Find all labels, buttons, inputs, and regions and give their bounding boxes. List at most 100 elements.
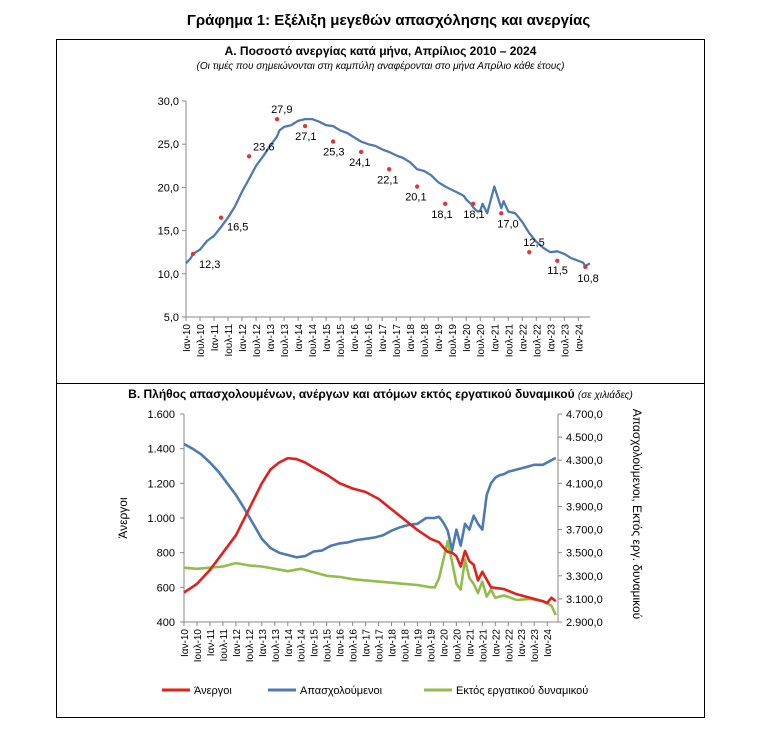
figure-frame: [56, 39, 705, 718]
data-label: 12,3: [199, 259, 220, 271]
legend-label: Άνεργοι: [194, 685, 232, 697]
april-point-marker: [527, 250, 532, 255]
y2-tick-label: 4.700,0: [566, 409, 603, 421]
y2-tick-label: 3.100,0: [566, 594, 603, 606]
april-point-marker: [414, 184, 420, 189]
april-point-marker: [218, 215, 224, 220]
x-tick-label: Ιαν-23: [546, 324, 557, 352]
y2-tick-label: 2.900,0: [566, 617, 603, 629]
x-tick-label: Ιουλ-14: [297, 629, 308, 663]
x-tick-label: Ιουλ-21: [478, 629, 489, 663]
data-label: 22,1: [377, 174, 398, 186]
data-label: 18,1: [431, 209, 452, 221]
data-label: 27,1: [295, 131, 316, 143]
y-tick-label: 5,0: [164, 312, 179, 324]
x-tick-label: Ιουλ-10: [193, 629, 204, 663]
x-tick-label: Ιαν-10: [180, 629, 191, 657]
panel-b-title: Β. Πλήθος απασχολουμένων, ανέργων και ατ…: [56, 387, 705, 401]
data-label: 11,5: [547, 265, 568, 277]
x-tick-label: Ιαν-19: [434, 324, 445, 352]
data-label: 27,9: [271, 104, 292, 116]
x-tick-label: Ιαν-10: [182, 324, 193, 352]
y-tick-label: 800: [157, 548, 175, 560]
panel-a-subtitle: (Οι τιμές που σημειώνονται στη καμπύλη α…: [196, 61, 565, 72]
x-tick-label: Ιαν-11: [210, 324, 221, 352]
x-tick-label: Ιουλ-20: [452, 629, 463, 663]
x-tick-label: Ιαν-22: [518, 324, 529, 352]
x-tick-label: Ιουλ-22: [504, 629, 515, 663]
data-label: 23,6: [253, 141, 274, 153]
y-tick-label: 600: [157, 582, 175, 594]
y2-tick-label: 4.100,0: [566, 478, 603, 490]
april-point-marker: [190, 251, 196, 257]
x-tick-label: Ιουλ-11: [224, 324, 235, 357]
data-label: 12,5: [523, 237, 544, 249]
x-tick-label: Ιαν-17: [378, 324, 389, 352]
x-tick-label: Ιαν-23: [517, 629, 528, 657]
x-tick-label: Ιαν-16: [336, 629, 347, 657]
y-tick-label: 1.600: [147, 409, 175, 421]
x-tick-label: Ιαν-12: [238, 324, 249, 352]
april-point-marker: [330, 139, 336, 144]
y2-tick-label: 3.900,0: [566, 501, 603, 513]
data-label: 17,0: [497, 218, 518, 230]
x-tick-label: Ιουλ-17: [375, 629, 386, 663]
april-point-marker: [358, 149, 364, 155]
y-tick-label: 30,0: [158, 96, 179, 108]
data-label: 10,8: [577, 273, 598, 285]
y-axis-title: Άνεργοι: [116, 497, 130, 539]
x-tick-label: Ιαν-14: [284, 629, 295, 657]
x-tick-label: Ιαν-16: [350, 324, 361, 352]
april-point-marker: [499, 211, 504, 216]
data-label: 18,1: [463, 209, 484, 221]
april-point-marker: [246, 154, 252, 159]
legend-label: Εκτός εργατικού δυναμικού: [456, 685, 588, 697]
data-label: 25,3: [323, 147, 344, 159]
y-tick-label: 15,0: [158, 226, 179, 238]
x-tick-label: Ιουλ-23: [530, 629, 541, 663]
panel-a-title: Α. Ποσοστό ανεργίας κατά μήνα, Απρίλιος …: [224, 44, 537, 58]
series-line-0: [183, 456, 557, 605]
x-tick-label: Ιουλ-15: [336, 324, 347, 358]
series-line-2: [183, 539, 557, 616]
y-tick-label: 1.000: [147, 513, 175, 525]
x-tick-label: Ιουλ-18: [420, 324, 431, 358]
x-tick-label: Ιουλ-16: [349, 629, 360, 663]
x-tick-label: Ιουλ-23: [560, 324, 571, 358]
y-tick-label: 25,0: [158, 139, 179, 151]
data-label: 20,1: [405, 192, 426, 204]
x-tick-label: Ιουλ-19: [426, 629, 437, 663]
april-point-marker: [583, 264, 588, 270]
x-tick-label: Ιαν-17: [362, 629, 373, 657]
x-tick-label: Ιαν-13: [258, 629, 269, 657]
april-point-marker: [386, 167, 392, 172]
x-tick-label: Ιουλ-17: [392, 324, 403, 358]
x-tick-label: Ιουλ-12: [252, 324, 263, 358]
data-label: 16,5: [227, 222, 248, 234]
y2-tick-label: 3.300,0: [566, 571, 603, 583]
x-tick-label: Ιουλ-13: [280, 324, 291, 358]
series-line-1: [183, 442, 557, 559]
april-point-marker: [274, 116, 280, 122]
y2-tick-label: 3.700,0: [566, 525, 603, 537]
x-tick-label: Ιαν-18: [406, 324, 417, 352]
x-tick-label: Ιαν-20: [462, 324, 473, 352]
figure-title: Γράφημα 1: Εξέλιξη μεγεθών απασχόλησης κ…: [186, 12, 591, 29]
x-tick-label: Ιαν-22: [491, 629, 502, 657]
panel-b-title-note: (σε χιλιάδες): [577, 390, 633, 401]
y2-tick-label: 4.500,0: [566, 432, 603, 444]
x-tick-label: Ιαν-15: [322, 324, 333, 352]
panel-b-title-text: Β. Πλήθος απασχολουμένων, ανέργων και ατ…: [128, 387, 575, 401]
x-tick-label: Ιουλ-13: [271, 629, 282, 663]
x-tick-label: Ιουλ-19: [448, 324, 459, 358]
x-tick-label: Ιουλ-14: [308, 324, 319, 358]
x-tick-label: Ιουλ-10: [196, 324, 207, 358]
x-tick-label: Ιαν-18: [388, 629, 399, 657]
y-tick-label: 1.200: [147, 478, 175, 490]
y-tick-label: 400: [157, 617, 175, 629]
x-tick-label: Ιουλ-16: [364, 324, 375, 358]
x-tick-label: Ιουλ-21: [504, 324, 515, 358]
x-tick-label: Ιαν-19: [413, 629, 424, 657]
